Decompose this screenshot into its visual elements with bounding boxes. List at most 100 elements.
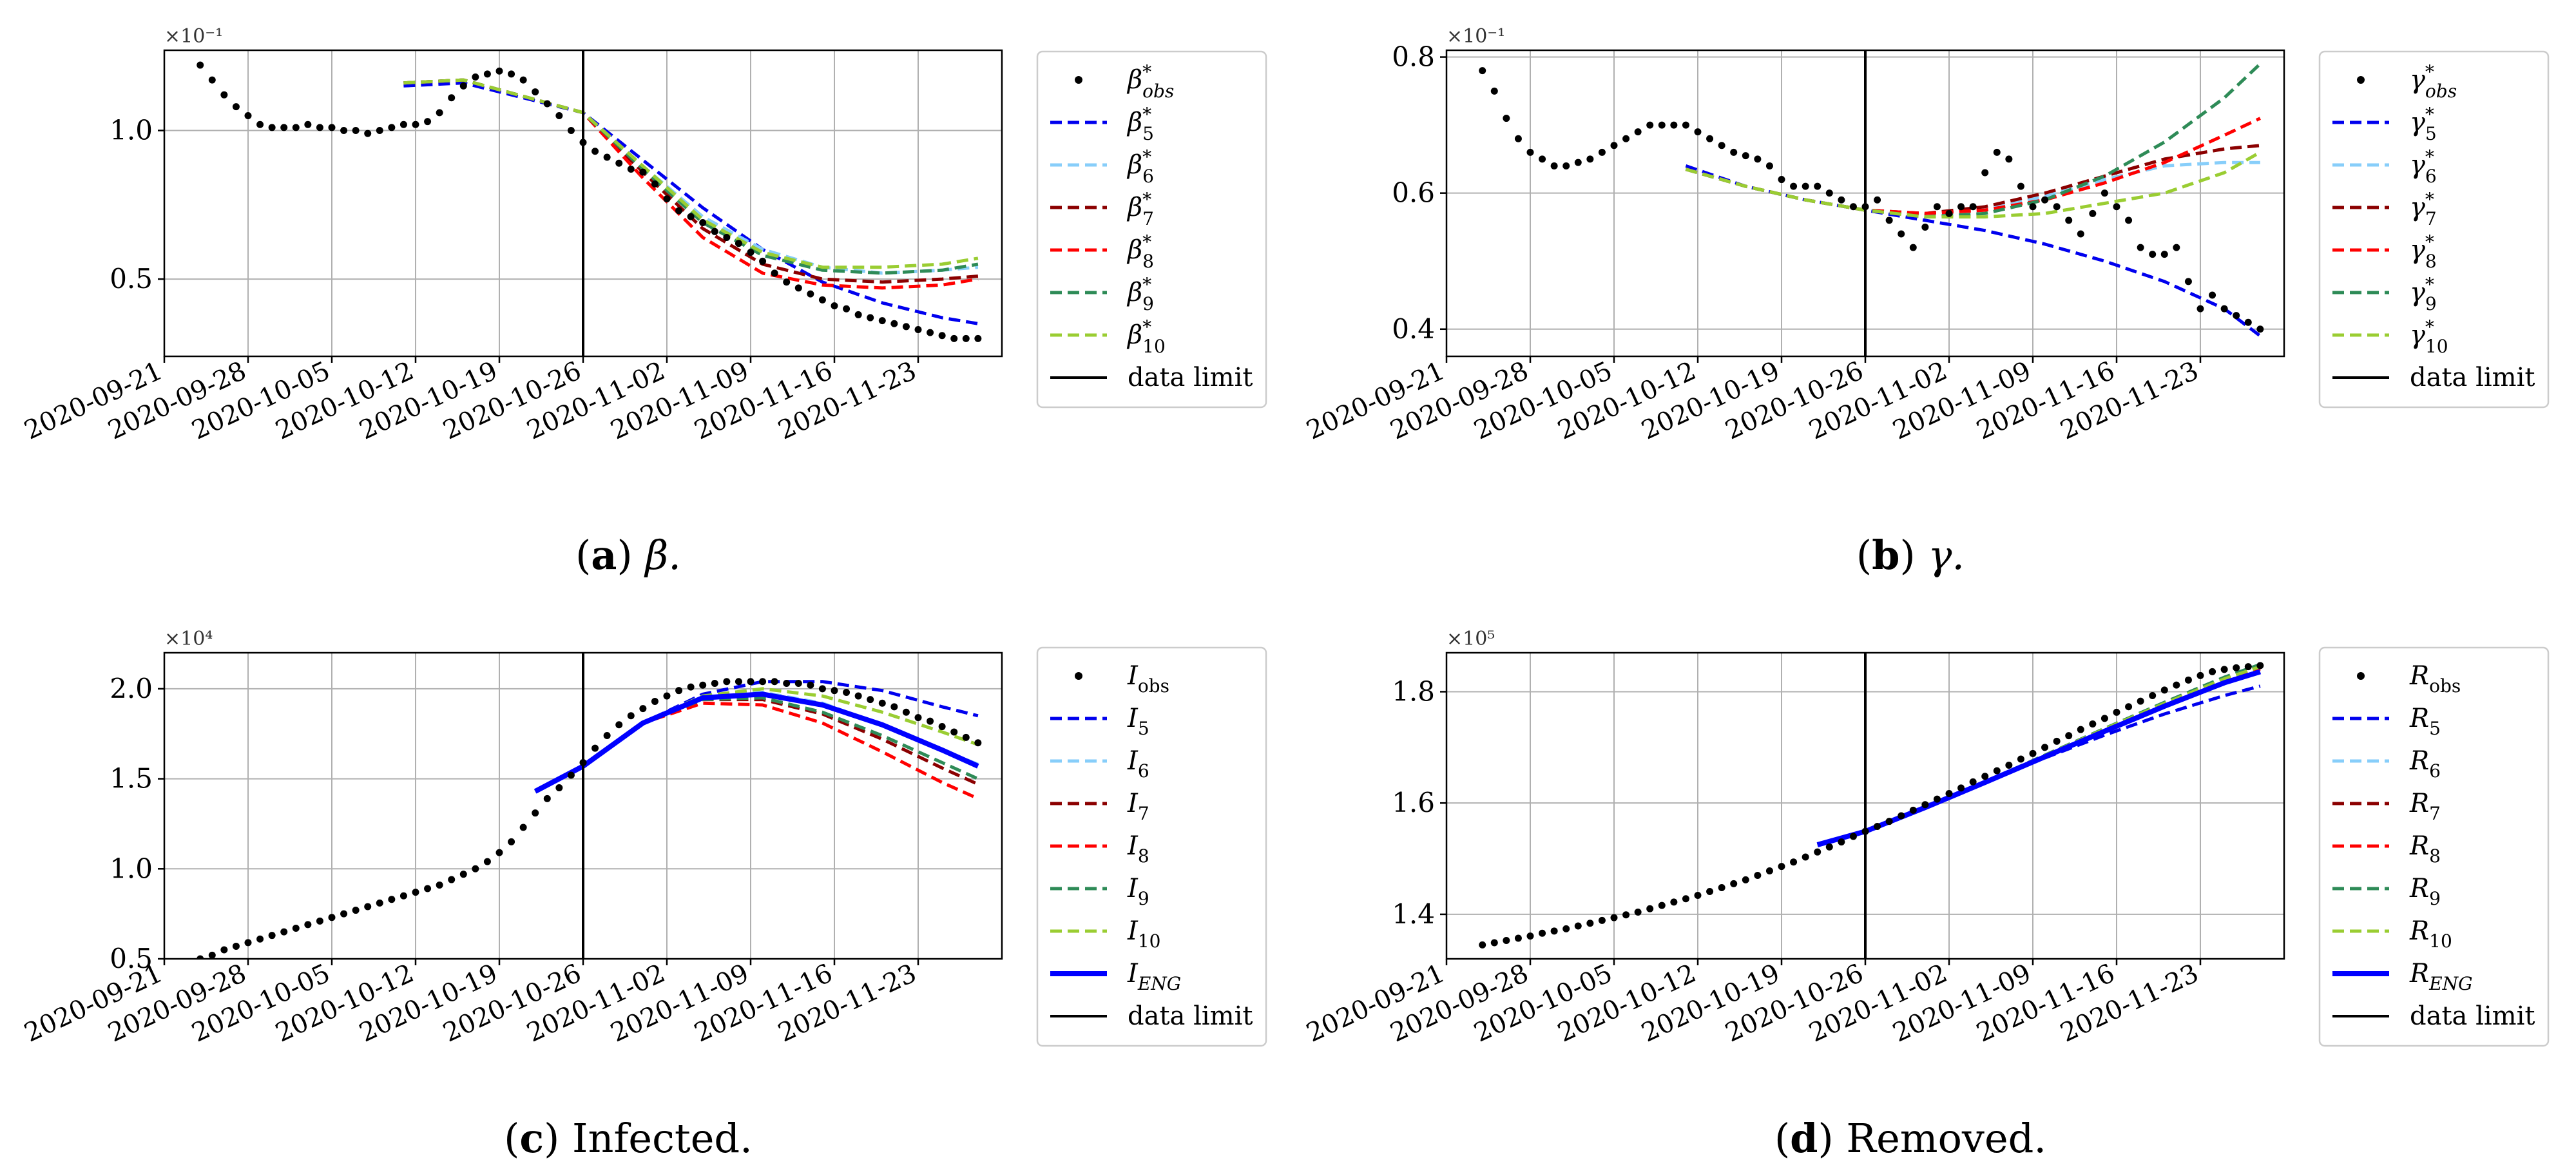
observed-point: [1765, 162, 1773, 169]
observed-point: [232, 942, 240, 950]
legend-item: R6: [2332, 746, 2441, 782]
legend-label: I10: [1127, 916, 1160, 952]
observed-point: [1670, 121, 1678, 129]
observed-point: [1634, 908, 1642, 916]
observed-point: [1503, 115, 1510, 122]
observed-point: [1574, 922, 1582, 930]
legend-label: β* 5: [1126, 104, 1154, 144]
legend-item: γ* 7: [2332, 189, 2437, 229]
observed-point: [1945, 790, 1953, 797]
observed-point: [1490, 939, 1498, 947]
observed-point: [328, 914, 336, 921]
observed-point: [663, 692, 671, 700]
observed-point: [508, 838, 515, 845]
legend-label: R9: [2409, 874, 2441, 909]
observed-point: [1634, 128, 1642, 136]
legend-item: I8: [1050, 831, 1149, 867]
observed-point: [1622, 911, 1630, 919]
observed-point: [459, 871, 467, 878]
observed-point: [352, 127, 360, 135]
observed-point: [1682, 121, 1689, 129]
observed-point: [927, 329, 934, 336]
observed-point: [2244, 663, 2252, 671]
series-line-β*5: [403, 81, 979, 325]
observed-point: [1514, 135, 1522, 142]
observed-point: [208, 951, 216, 959]
observed-point: [244, 939, 252, 947]
observed-point: [1479, 941, 1486, 949]
observed-point: [675, 207, 683, 215]
observed-point: [794, 284, 802, 292]
observed-point: [735, 240, 742, 247]
observed-point: [1838, 196, 1845, 204]
y-tick-label: 1.6: [1392, 787, 1435, 818]
observed-point: [352, 907, 360, 914]
observed-point: [1514, 934, 1522, 942]
observed-point: [711, 227, 718, 235]
legend-label: R5: [2409, 704, 2441, 739]
legend-item: R10: [2332, 916, 2452, 952]
legend-label: I6: [1127, 746, 1149, 782]
observed-point: [1526, 148, 1534, 156]
observed-point: [1562, 925, 1570, 932]
observed-point: [794, 680, 802, 687]
series-line-β*10: [403, 78, 979, 269]
legend-label: γ* 7: [2410, 189, 2437, 229]
legend-item: I10: [1050, 916, 1160, 952]
observed-point: [376, 899, 383, 907]
observed-point: [2077, 726, 2084, 733]
observed-point: [2220, 305, 2228, 313]
observed-point: [927, 717, 934, 725]
observed-point: [232, 103, 240, 111]
legend-item: Robs: [2357, 661, 2461, 697]
observed-point: [436, 109, 443, 117]
caption: (b) γ.: [1856, 532, 1965, 579]
observed-point: [854, 692, 862, 700]
observed-point: [1898, 230, 1905, 238]
legend-item: γ* obs: [2357, 61, 2457, 102]
observed-point: [472, 865, 479, 872]
observed-point: [1539, 929, 1546, 937]
observed-point: [1754, 871, 1762, 879]
observed-point: [2160, 686, 2168, 694]
observed-point: [1765, 867, 1773, 875]
observed-point: [2113, 708, 2120, 716]
y-tick-label: 1.8: [1392, 675, 1435, 707]
observed-point: [340, 910, 348, 918]
observed-point: [1730, 880, 1738, 887]
observed-point: [399, 120, 407, 128]
observed-point: [2041, 196, 2049, 204]
observed-point: [2005, 155, 2013, 163]
observed-point: [651, 180, 658, 188]
observed-point: [843, 305, 851, 313]
observed-point: [854, 311, 862, 318]
legend-label: R7: [2409, 789, 2441, 824]
observed-point: [256, 935, 264, 943]
legend-label: β* 8: [1126, 231, 1154, 272]
observed-point: [1814, 182, 1821, 190]
observed-point: [532, 88, 539, 96]
legend: Iobs I5 I6 I7 I8 I9 I10 IENG data limit: [1036, 646, 1267, 1047]
observed-point: [543, 795, 551, 802]
observed-point: [256, 120, 264, 128]
series-line-RENG: [1816, 669, 2262, 847]
observed-point: [1874, 822, 1881, 830]
legend-label: γ* 8: [2410, 231, 2437, 272]
observed-point: [843, 688, 851, 696]
observed-point: [711, 680, 718, 687]
observed-point: [1838, 838, 1845, 846]
observed-point: [723, 234, 731, 242]
observed-point: [2173, 244, 2180, 251]
observed-point: [304, 921, 312, 929]
observed-point: [2173, 681, 2180, 689]
observed-point: [1802, 853, 1809, 861]
legend-item: data limit: [1050, 1001, 1253, 1031]
observed-point: [1909, 244, 1917, 251]
observed-point: [1969, 203, 1977, 211]
observed-point: [687, 683, 695, 691]
y-tick-label: 1.5: [110, 763, 153, 795]
legend-marker-dot: [2357, 76, 2365, 84]
legend-label: β* 10: [1126, 316, 1166, 357]
observed-point: [890, 703, 898, 711]
